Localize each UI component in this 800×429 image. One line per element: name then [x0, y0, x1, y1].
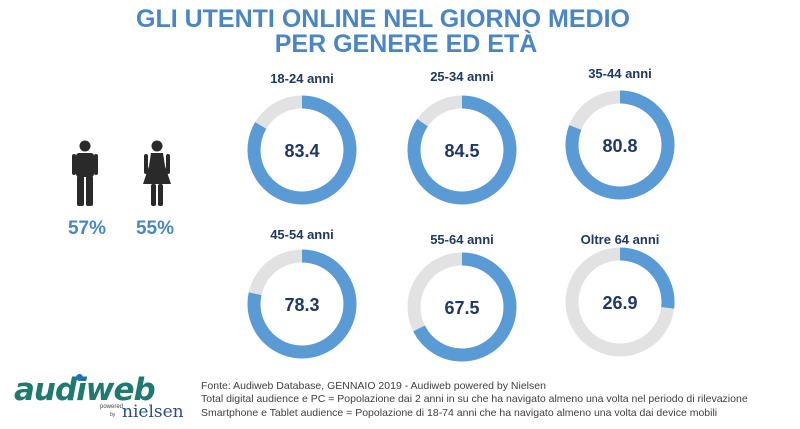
donut-value-label: 83.4 — [284, 141, 319, 161]
donut-4: 55-64 anni 67.5 — [407, 232, 517, 362]
donut-arc — [247, 95, 357, 205]
donut-value-label: 84.5 — [444, 141, 479, 161]
source-line: Total digital audience e PC = Popolazion… — [201, 393, 748, 406]
male-person-icon — [72, 140, 98, 206]
audiweb-logo: audiweb powered by nielsen — [14, 372, 194, 422]
logo-dot — [76, 374, 83, 381]
donut-category-label: 55-64 anni — [430, 232, 494, 247]
logo-nielsen-text: nielsen — [122, 402, 184, 422]
female-percentage: 55% — [135, 218, 175, 239]
donut-arc — [407, 95, 517, 205]
male-percentage: 57% — [67, 218, 107, 239]
donut-value-label: 26.9 — [602, 293, 637, 313]
donut-1: 25-34 anni 84.5 — [407, 69, 517, 205]
page-title: GLI UTENTI ONLINE NEL GIORNO MEDIO — [136, 5, 630, 33]
donut-2: 35-44 anni 80.8 — [565, 66, 675, 200]
source-notes: Fonte: Audiweb Database, GENNAIO 2019 - … — [201, 380, 748, 420]
donut-3: 45-54 anni 78.3 — [247, 227, 357, 359]
logo-powered-text: powered — [100, 404, 124, 410]
female-person-icon — [143, 140, 171, 206]
donut-value-label: 67.5 — [444, 298, 479, 318]
donut-category-label: 18-24 anni — [270, 71, 334, 86]
donut-category-label: Oltre 64 anni — [581, 232, 660, 247]
donut-value-label: 80.8 — [602, 136, 637, 156]
donut-value-label: 78.3 — [284, 295, 319, 315]
donut-arc — [565, 247, 675, 357]
logo-by-text: by — [110, 412, 116, 418]
donut-arc — [407, 252, 517, 362]
source-line: Smartphone e Tablet audience = Popolazio… — [201, 406, 718, 419]
donut-category-label: 45-54 anni — [270, 227, 334, 242]
donut-arc — [247, 249, 357, 359]
donut-0: 18-24 anni 83.4 — [247, 71, 357, 205]
donut-5: Oltre 64 anni 26.9 — [565, 232, 675, 357]
donut-category-label: 35-44 anni — [588, 66, 652, 81]
donut-arc — [565, 90, 675, 200]
logo-wordmark: audiweb — [14, 372, 156, 408]
page-subtitle: PER GENERE ED ETÀ — [274, 30, 538, 58]
donut-category-label: 25-34 anni — [430, 69, 494, 84]
source-line: Fonte: Audiweb Database, GENNAIO 2019 - … — [201, 380, 546, 392]
